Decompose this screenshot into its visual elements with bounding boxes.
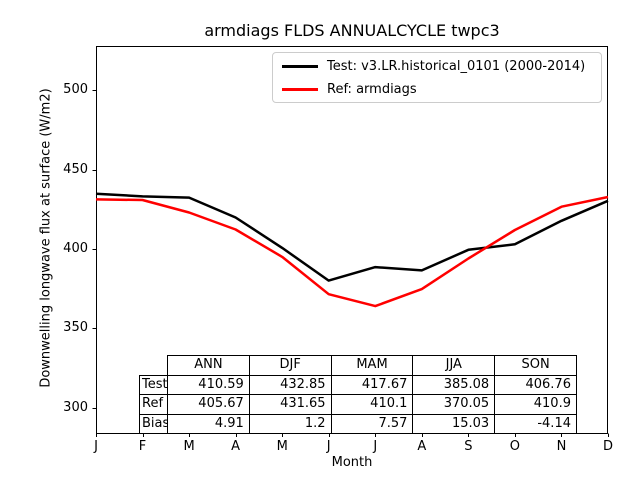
table-value-cell: 432.85 [248,374,332,395]
table-value-cell: 15.03 [412,413,496,434]
table-value-cell: 370.05 [412,394,496,415]
table-value-cell: 410.9 [494,394,577,415]
table-value-cell: 385.08 [412,374,496,395]
legend-label-ref: Ref: armdiags [327,81,417,97]
x-tick-label: J [94,439,98,454]
table-value-cell: 406.76 [494,374,577,395]
table-col-header: SON [494,355,577,376]
x-tick-label: J [373,439,378,454]
table-row-label: Test [139,374,168,395]
table-row-label: Ref [139,394,168,415]
x-tick-label: N [556,439,567,454]
x-axis-label: Month [331,455,373,470]
x-tick-label: M [183,439,195,454]
table-value-cell: 4.91 [167,413,250,434]
legend-entry-test: Test: v3.LR.historical_0101 (2000-2014) [282,57,601,75]
y-tick-label: 500 [63,82,88,98]
x-tick-label: A [231,439,241,454]
x-tick-label: O [509,439,521,454]
y-tick-label: 350 [63,320,88,336]
table-col-header: JJA [412,355,496,376]
table-col-header: ANN [167,355,250,376]
chart-title: armdiags FLDS ANNUALCYCLE twpc3 [204,21,500,40]
table-row-label: Bias [139,413,168,434]
y-tick-label: 450 [63,161,88,177]
table-value-cell: 410.1 [330,394,414,415]
y-axis-label: Downwelling longwave flux at surface (W/… [38,88,54,388]
table-col-header: DJF [248,355,332,376]
y-tick-label: 300 [63,399,88,415]
table-value-cell: 410.59 [167,374,250,395]
x-tick-label: A [417,439,427,454]
legend-entry-ref: Ref: armdiags [282,80,601,98]
legend-label-test: Test: v3.LR.historical_0101 (2000-2014) [327,58,586,74]
table-value-cell: 7.57 [330,413,414,434]
table-value-cell: 405.67 [167,394,250,415]
table-value-cell: 431.65 [248,394,332,415]
x-tick-label: D [602,439,613,454]
legend: Test: v3.LR.historical_0101 (2000-2014) … [272,52,602,103]
x-tick-label: J [326,439,331,454]
test-line-swatch [282,64,318,68]
ref-line [95,195,609,308]
x-tick-label: F [138,439,147,454]
table-col-header: MAM [330,355,414,376]
y-tick-label: 400 [63,241,88,257]
test-line [95,192,609,282]
table-value-cell: 417.67 [330,374,414,395]
x-tick-label: M [276,439,288,454]
x-tick-label: S [464,439,473,454]
table-value-cell: 1.2 [248,413,332,434]
table-value-cell: -4.14 [494,413,577,434]
ref-line-swatch [282,87,318,91]
